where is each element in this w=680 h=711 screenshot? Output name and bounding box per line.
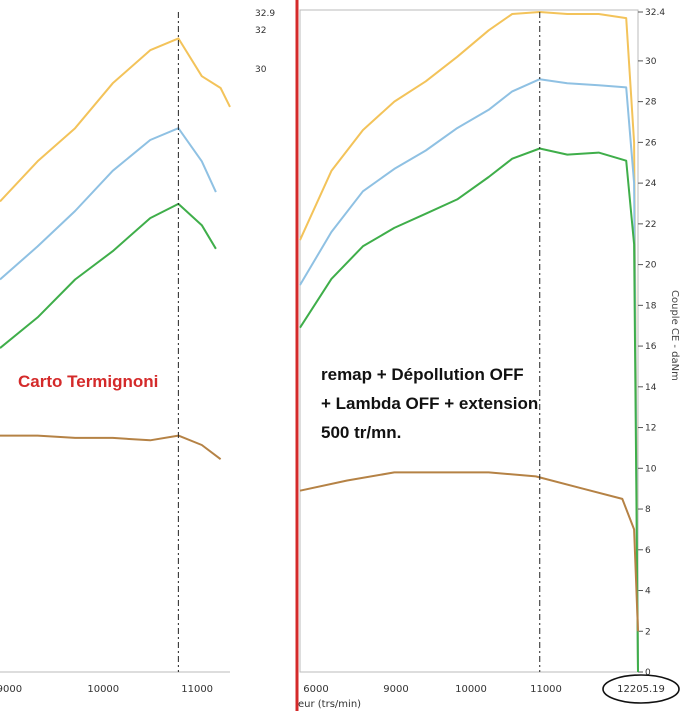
right-y-tick-label: 18: [645, 301, 657, 311]
right-series-line-1: [299, 78, 639, 673]
end-value-label: 12205.19: [617, 684, 665, 695]
right-y-tick-label: 8: [645, 505, 651, 515]
left-peak-value-label: 30: [255, 65, 267, 75]
right-y-tick-label: 32.4: [645, 8, 665, 18]
right-series-group: [299, 11, 639, 673]
right-y-tick-label: 12: [645, 424, 656, 434]
annotation-line-3: 500 tr/mn.: [321, 423, 401, 442]
right-y-tick-label: 6: [645, 546, 651, 556]
right-x-tick-label: 11000: [530, 684, 562, 695]
annotation-carto-termignoni: Carto Termignoni: [18, 372, 158, 391]
right-x-tick-label: 6000: [303, 684, 328, 695]
left-series-line-1: [0, 127, 217, 281]
left-series-line-3: [0, 434, 222, 460]
left-peak-value-label: 32: [255, 26, 266, 36]
right-x-tick-label: 10000: [455, 684, 487, 695]
left-series-group: [0, 12, 231, 672]
right-plot-frame: [299, 9, 639, 673]
left-series-line-2: [0, 202, 217, 349]
left-x-tick-label: 9000: [0, 684, 22, 695]
x-axis-partial-label: eur (trs/min): [298, 699, 361, 710]
y-axis-title: Couple CE - daNm: [669, 290, 680, 381]
left-x-tick-label: 10000: [87, 684, 119, 695]
left-tick-group: 9000 10000 11000 32.9 32 30: [0, 9, 275, 695]
right-y-tick-label: 10: [645, 464, 657, 474]
right-y-tick-label: 20: [645, 261, 657, 271]
right-y-tick-label: 26: [645, 138, 657, 148]
end-value-circle: [602, 674, 680, 704]
right-y-tick-label: 14: [645, 383, 657, 393]
right-series-line-3: [299, 471, 639, 632]
right-series-line-0: [299, 11, 639, 671]
right-grid-group: [638, 11, 643, 673]
right-y-tick-label: 2: [645, 627, 651, 637]
left-series-line-0: [0, 37, 231, 203]
right-series-line-2: [299, 147, 639, 673]
annotation-line-2: + Lambda OFF + extension: [321, 394, 538, 413]
right-y-tick-label: 0: [645, 668, 651, 678]
right-x-tick-label: 9000: [383, 684, 408, 695]
right-y-tick-label: 16: [645, 342, 657, 352]
left-x-tick-label: 11000: [181, 684, 213, 695]
right-y-tick-label: 24: [645, 179, 657, 189]
right-y-tick-label: 28: [645, 98, 657, 108]
right-y-tick-label: 22: [645, 220, 656, 230]
right-y-tick-label: 4: [645, 587, 651, 597]
annotation-line-1: remap + Dépollution OFF: [321, 365, 524, 384]
left-peak-value-label: 32.9: [255, 9, 275, 19]
right-y-tick-label: 30: [645, 57, 657, 67]
